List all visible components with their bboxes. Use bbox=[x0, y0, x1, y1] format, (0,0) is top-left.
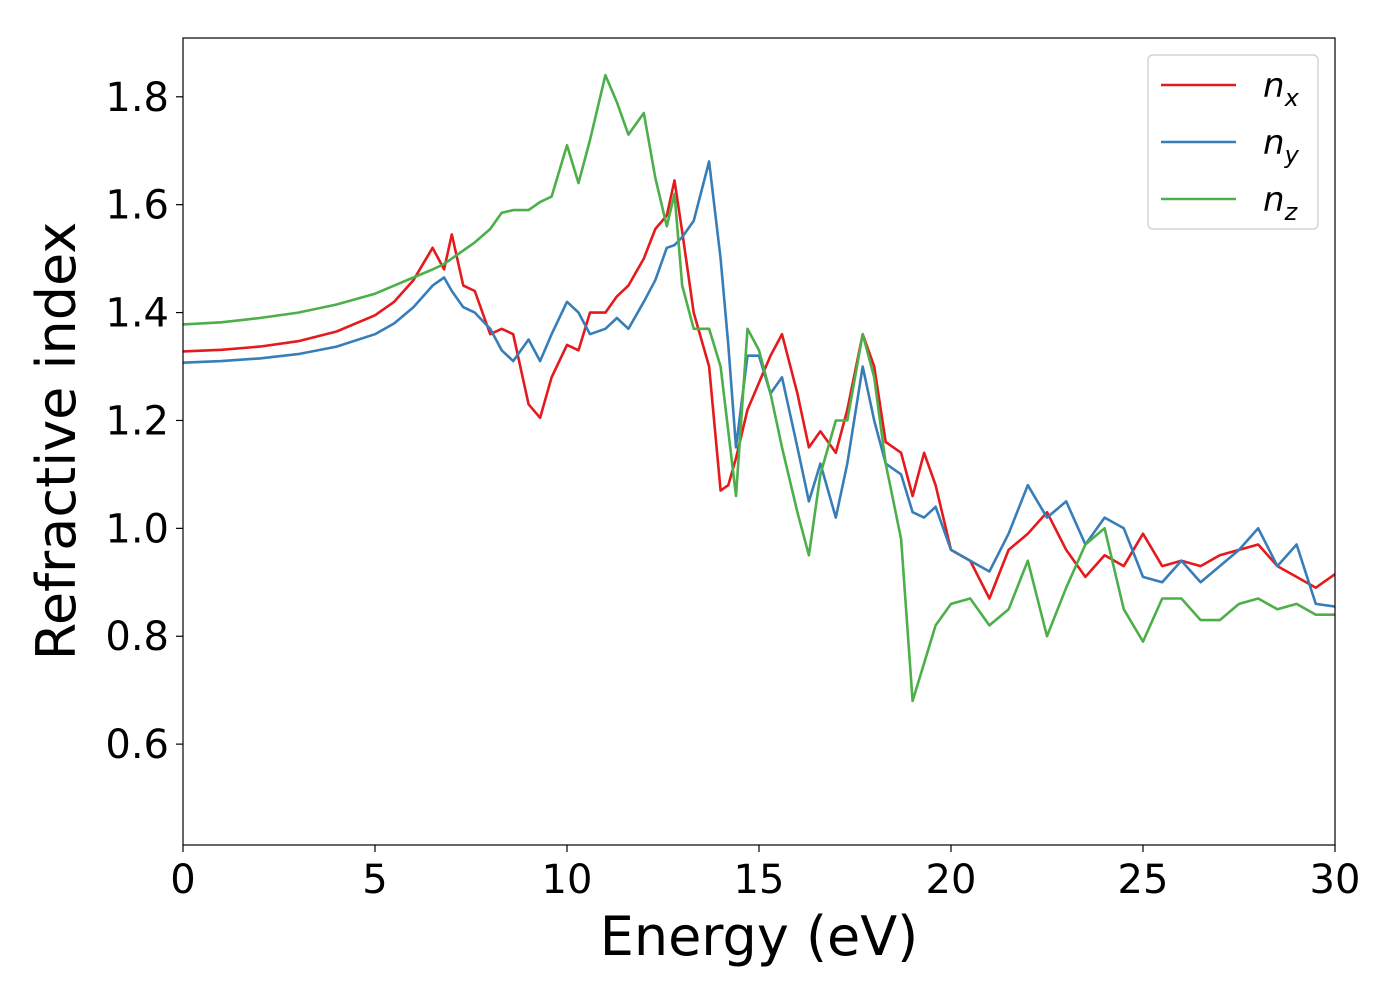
x-tick-label: 10 bbox=[542, 857, 593, 903]
y-tick-label: 1.2 bbox=[105, 398, 169, 444]
x-tick-label: 25 bbox=[1118, 857, 1169, 903]
x-tick-label: 20 bbox=[926, 857, 977, 903]
data-line bbox=[183, 179, 1335, 600]
legend-label: nz bbox=[1263, 180, 1299, 226]
x-tick-label: 30 bbox=[1310, 857, 1361, 903]
y-tick-label: 0.8 bbox=[105, 614, 169, 660]
x-tick-label: 15 bbox=[734, 857, 785, 903]
x-tick-label: 0 bbox=[170, 857, 195, 903]
y-tick-label: 1.8 bbox=[105, 75, 169, 121]
legend-label: nx bbox=[1263, 66, 1300, 112]
y-tick-label: 1.6 bbox=[105, 183, 169, 229]
plot-frame bbox=[182, 37, 1336, 846]
legend-label: ny bbox=[1263, 123, 1300, 169]
x-axis-label: Energy (eV) bbox=[600, 905, 919, 968]
data-line bbox=[183, 73, 1335, 703]
x-tick-label: 5 bbox=[362, 857, 387, 903]
y-axis-label: Refractive index bbox=[25, 222, 88, 661]
y-tick-label: 1.4 bbox=[105, 291, 169, 337]
data-line bbox=[183, 160, 1335, 608]
y-tick-label: 1.0 bbox=[105, 506, 169, 552]
y-tick-label: 0.6 bbox=[105, 722, 169, 768]
